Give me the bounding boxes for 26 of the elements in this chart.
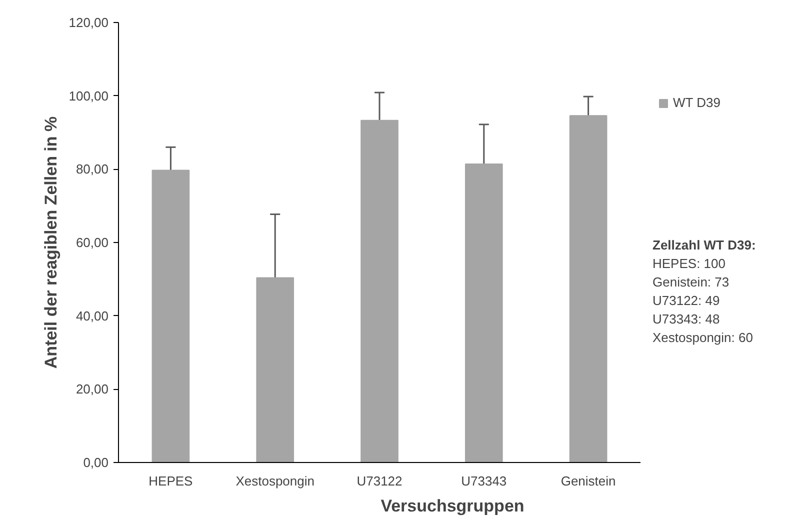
y-tick-label: 60,00 [76, 235, 109, 250]
bar [360, 120, 398, 462]
bar [256, 277, 294, 462]
x-tick-label: HEPES [148, 474, 194, 488]
y-tick-label: 20,00 [76, 382, 109, 397]
bar [152, 170, 190, 462]
legend-label: WT D39 [673, 95, 720, 110]
text: Zellzahl WT D39: [652, 238, 756, 252]
bar [569, 115, 608, 462]
x-tick-label: Genistein [560, 474, 616, 488]
bar [464, 164, 503, 462]
text: HEPES: 100 [652, 256, 726, 271]
y-tick-label: 100,00 [68, 88, 109, 104]
x-tick-label: Xestospongin [236, 474, 314, 488]
y-tick-label: 0,00 [83, 455, 109, 470]
y-tick-label: 40,00 [76, 308, 109, 324]
text: Xestospongin: 60 [652, 330, 753, 345]
text: U73122: 49 [652, 293, 720, 308]
text: Genistein: 73 [652, 274, 730, 290]
text: U73343: 48 [652, 312, 720, 326]
y-tick-label: 120,00 [68, 15, 109, 30]
x-tick-label: U73122 [356, 474, 402, 488]
y-tick-label: 80,00 [76, 162, 109, 177]
x-axis-title: Versuchsgruppen [380, 496, 524, 516]
y-axis-title: Anteil der reagiblen Zellen in % [42, 116, 61, 369]
x-tick-label: U73343 [461, 474, 507, 488]
